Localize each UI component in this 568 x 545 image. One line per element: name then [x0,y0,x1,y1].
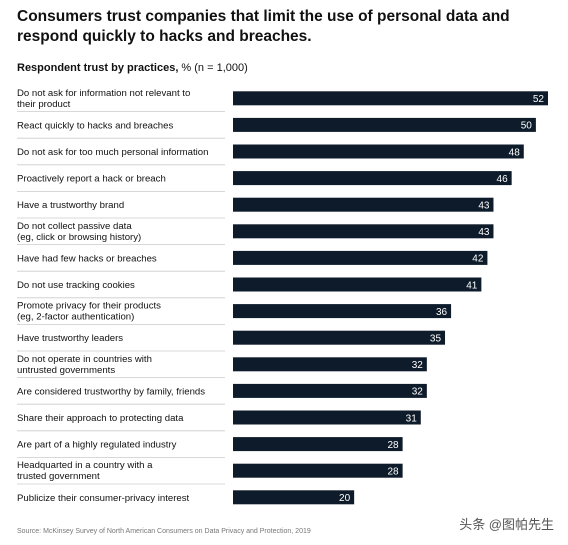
value-label: 50 [521,121,533,132]
chart-title: Consumers trust companies that limit the… [17,8,510,45]
category-label: Promote privacy for their products (eg, 2… [17,301,161,323]
value-label: 42 [472,254,484,265]
category-label: Have had few hacks or breaches [17,253,157,264]
subtitle-rest: % (n = 1,000) [178,62,248,74]
bar [233,304,452,319]
bar [233,437,403,452]
bar [233,224,494,239]
bar [233,144,524,159]
value-label: 28 [387,467,399,478]
value-label: 35 [430,334,442,345]
category-label: Do not collect passive data (eg, click or… [17,221,141,243]
category-label: Do not use tracking cookies [17,280,135,291]
value-label: 41 [466,280,478,291]
category-label: Do not operate in countries with untruste… [17,354,152,376]
category-label: Proactively report a hack or breach [17,174,166,185]
value-label: 46 [497,174,509,185]
watermark: 头条 @图帕先生 [455,512,558,535]
category-label: Share their approach to protecting data [17,413,184,424]
bar [233,277,482,292]
value-label: 20 [339,493,351,504]
value-label: 32 [412,360,424,371]
chart-subtitle: Respondent trust by practices, % (n = 1,… [17,62,248,74]
bar [233,330,446,345]
bar [233,197,494,212]
bar [233,117,536,132]
bar [233,410,421,425]
bar [233,91,548,106]
value-label: 43 [478,227,490,238]
category-label: Are part of a highly regulated industry [17,440,177,451]
bar [233,490,355,505]
bar [233,463,403,478]
value-label: 52 [533,94,545,105]
category-label: Do not ask for information not relevant … [17,88,190,110]
category-label: Have trustworthy leaders [17,333,123,344]
category-label: Headquarted in a country with a trusted g… [17,460,153,482]
category-label: React quickly to hacks and breaches [17,120,173,131]
value-label: 28 [387,440,399,451]
category-label: Publicize their consumer-privacy interes… [17,493,190,504]
value-label: 48 [509,147,521,158]
source-note: Source: McKinsey Survey of North America… [17,528,311,535]
value-label: 32 [412,387,424,398]
value-label: 31 [406,413,418,424]
value-label: 36 [436,307,448,318]
value-label: 43 [478,201,490,212]
category-label: Have a trustworthy brand [17,200,124,211]
bar [233,357,427,372]
bar [233,383,427,398]
bar [233,171,512,186]
category-label: Are considered trustworthy by family, fr… [17,386,205,397]
category-label: Do not ask for too much personal informa… [17,147,208,158]
bar [233,250,488,265]
subtitle-bold: Respondent trust by practices, [17,62,179,74]
